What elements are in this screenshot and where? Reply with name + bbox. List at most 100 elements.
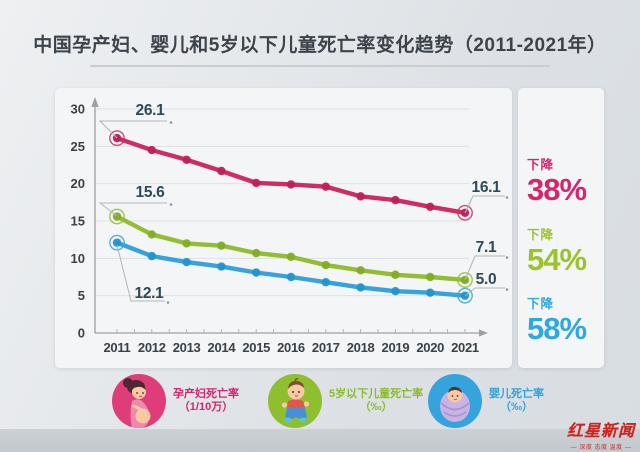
- infant-data-point: [356, 283, 365, 292]
- pregnant-woman-icon: [112, 374, 166, 428]
- maternal-data-point: [286, 180, 296, 189]
- y-axis-label: 0: [78, 326, 85, 341]
- infant-data-point: [252, 268, 261, 277]
- x-axis-label: 2014: [208, 340, 237, 355]
- stat-decline-value: 54%: [527, 241, 587, 277]
- infant-data-point: [112, 238, 122, 247]
- x-axis-label: 2012: [138, 340, 166, 355]
- infant-data-point: [147, 251, 156, 261]
- stat-block-maternal: 下降 38%: [527, 154, 604, 207]
- x-axis-label: 2020: [416, 340, 444, 355]
- leader-dot: [505, 196, 509, 199]
- y-axis-label: 30: [71, 101, 85, 116]
- data-label: 12.1: [135, 285, 165, 302]
- maternal-data-point: [356, 192, 365, 201]
- leader-dot: [169, 203, 173, 206]
- leader-line: [464, 195, 505, 214]
- maternal-data-point: [182, 155, 191, 164]
- under5-data-point: [217, 241, 226, 250]
- title-block: 中国孕产妇、婴儿和5岁以下儿童死亡率变化趋势（2011-2021年）: [0, 30, 640, 67]
- logo-redstar-news: 红星新闻 — 深度 态度 温度 —: [567, 417, 635, 451]
- stat-block-infant: 下降 58%: [527, 293, 604, 346]
- maternal-endpoint-ring: [457, 204, 473, 221]
- logo-name: 红星新闻: [566, 423, 635, 440]
- leader-dot: [505, 256, 509, 259]
- leader-dot: [505, 288, 509, 291]
- infant-endpoint-ring: [457, 287, 473, 304]
- under5-line: [114, 214, 468, 283]
- maternal-data-point: [217, 166, 226, 176]
- legend-item-under5: 5岁以下儿童死亡率 （‰）: [268, 374, 423, 428]
- leader-line: [116, 244, 165, 302]
- stat-decline-value: 58%: [527, 311, 587, 347]
- decline-stats-panel: 下降 38% 下降 54% 下降 58%: [518, 88, 604, 368]
- legend-label-line2: （1/10万）: [178, 401, 234, 413]
- under5-data-point: [321, 260, 330, 270]
- baby-icon: [428, 374, 482, 428]
- legend-label-line2: （‰）: [359, 401, 393, 413]
- x-axis-label: 2017: [312, 340, 340, 355]
- x-axis-label: 2011: [103, 340, 130, 355]
- x-axis-label: 2021: [451, 340, 479, 355]
- data-label: 7.1: [476, 239, 497, 256]
- data-label: 5.0: [476, 271, 497, 288]
- stat-block-under5: 下降 54%: [527, 224, 604, 277]
- y-axis-label: 20: [71, 176, 85, 191]
- maternal-endpoint-ring: [109, 130, 125, 147]
- under5-data-point: [391, 270, 400, 279]
- leader-line: [98, 120, 167, 139]
- y-axis-arrow: [91, 97, 99, 107]
- leader-dot: [166, 301, 170, 304]
- y-axis-label: 25: [71, 139, 85, 154]
- legend-item-maternal: 孕产妇死亡率 （1/10万）: [112, 374, 239, 428]
- infant-data-point: [217, 262, 226, 271]
- maternal-line: [114, 135, 468, 215]
- x-axis-label: 2018: [347, 340, 375, 355]
- data-label: 15.6: [136, 184, 166, 201]
- x-axis-label: 2015: [242, 340, 270, 355]
- legend-label: 孕产妇死亡率 （1/10万）: [173, 388, 239, 414]
- infant-data-point: [182, 257, 191, 267]
- infant-data-point: [391, 286, 400, 296]
- legend-label: 5岁以下儿童死亡率 （‰）: [329, 388, 423, 414]
- maternal-data-point: [391, 195, 400, 205]
- page-title: 中国孕产妇、婴儿和5岁以下儿童死亡率变化趋势（2011-2021年）: [33, 35, 607, 56]
- under5-endpoint-ring: [109, 208, 125, 225]
- data-label: 16.1: [472, 179, 502, 196]
- leader-line: [464, 255, 505, 281]
- legend-label: 婴儿死亡率 （‰）: [489, 388, 544, 414]
- title-underline: [90, 65, 550, 67]
- under5-data-point: [182, 239, 191, 248]
- data-label: 26.1: [136, 102, 166, 119]
- x-axis-label: 2013: [173, 340, 201, 355]
- y-axis-label: 5: [78, 288, 85, 303]
- stat-decline-label: 下降: [527, 297, 555, 312]
- maternal-data-point: [321, 182, 330, 191]
- infant-data-point: [426, 288, 435, 297]
- infant-data-point: [321, 278, 330, 287]
- legend-item-infant: 婴儿死亡率 （‰）: [428, 374, 544, 428]
- under5-data-point: [426, 272, 435, 282]
- infant-endpoint-ring: [109, 234, 125, 251]
- logo-tagline: — 深度 态度 温度 —: [570, 445, 632, 451]
- legend-label-line1: 婴儿死亡率: [489, 388, 544, 400]
- leader-dot: [169, 121, 173, 124]
- legend-label-line2: （‰）: [500, 401, 533, 413]
- infant-data-point: [286, 272, 296, 282]
- under5-data-point: [147, 230, 156, 239]
- legend-label-line1: 孕产妇死亡率: [173, 388, 239, 400]
- x-axis-label: 2016: [277, 340, 305, 355]
- leader-line: [98, 202, 167, 217]
- stat-decline-label: 下降: [527, 227, 555, 242]
- toddler-icon: [268, 374, 322, 428]
- footer-strip: [0, 429, 640, 452]
- maternal-data-point: [252, 178, 261, 188]
- chart-legend: 孕产妇死亡率 （1/10万） 5岁以下儿童死亡率 （‰）: [0, 374, 640, 430]
- infant-line: [114, 240, 468, 298]
- line-chart: 0 5 10 15 20 25 30 2011 2012 2013 2014 2015 2016 2017…: [71, 97, 509, 355]
- under5-data-point: [356, 266, 365, 275]
- under5-data-point: [286, 252, 296, 262]
- leader-line: [464, 287, 505, 297]
- maternal-data-point: [426, 202, 435, 212]
